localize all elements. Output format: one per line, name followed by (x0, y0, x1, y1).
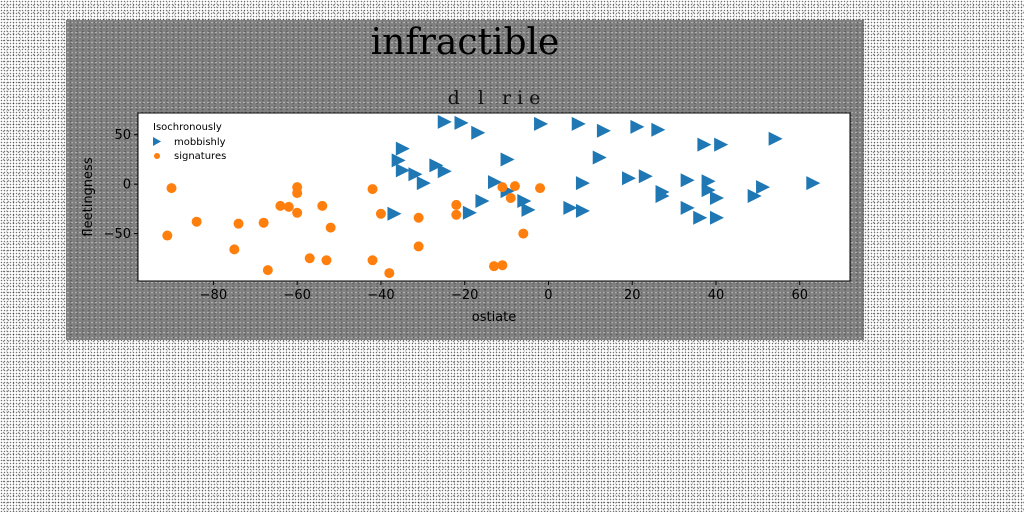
point-mobbishly (680, 173, 695, 188)
point-signatures (384, 268, 395, 279)
x-tick-label: −20 (451, 288, 478, 303)
point-mobbishly (622, 171, 637, 186)
point-mobbishly (395, 141, 410, 156)
x-tick-label: 40 (708, 288, 725, 303)
point-mobbishly (701, 183, 716, 198)
point-mobbishly (756, 180, 771, 195)
point-mobbishly (395, 163, 410, 178)
y-tick-label: −50 (104, 227, 131, 242)
point-signatures (535, 183, 546, 194)
point-mobbishly (475, 193, 490, 208)
point-mobbishly (488, 175, 502, 190)
point-mobbishly (747, 189, 762, 204)
point-mobbishly (701, 174, 716, 189)
point-mobbishly (429, 158, 444, 173)
x-tick-label: −40 (367, 288, 394, 303)
data-points (162, 114, 821, 279)
point-signatures (518, 228, 529, 239)
point-mobbishly (437, 164, 452, 179)
point-signatures (413, 212, 424, 223)
legend: Isochronously mobbishly signatures (153, 122, 226, 162)
point-signatures (413, 241, 424, 252)
point-mobbishly (693, 210, 708, 225)
point-signatures (367, 184, 378, 195)
point-mobbishly (575, 203, 590, 218)
point-mobbishly (768, 131, 783, 146)
point-mobbishly (521, 202, 536, 217)
point-mobbishly (500, 152, 515, 167)
x-tick-label: 20 (624, 288, 641, 303)
point-signatures (262, 265, 273, 276)
point-signatures (292, 207, 303, 218)
scatter-chart: infractible d l rie −80 −60 −40 −20 0 20 40 60 … (81, 22, 851, 325)
point-signatures (283, 201, 294, 212)
point-signatures (321, 255, 332, 266)
point-mobbishly (680, 200, 695, 215)
point-mobbishly (651, 122, 666, 137)
point-signatures (325, 222, 336, 233)
y-axis-label: fleetingness (81, 157, 96, 236)
point-signatures (367, 255, 378, 266)
point-signatures (304, 253, 315, 264)
y-tick-label: 0 (123, 178, 131, 193)
point-mobbishly (575, 176, 590, 191)
point-signatures (509, 181, 520, 192)
point-mobbishly (709, 210, 724, 225)
point-signatures (191, 216, 202, 227)
point-signatures (229, 244, 240, 255)
point-signatures (451, 199, 462, 210)
legend-label-mobbishly: mobbishly (174, 137, 226, 148)
point-mobbishly (638, 169, 653, 184)
legend-label-signatures: signatures (174, 151, 226, 162)
point-mobbishly (563, 200, 578, 215)
point-mobbishly (534, 116, 549, 131)
point-mobbishly (697, 137, 712, 152)
point-mobbishly (416, 176, 431, 191)
chart-figure: infractible d l rie −80 −60 −40 −20 0 20 40 60 … (66, 20, 864, 340)
y-tick-label: 50 (114, 128, 131, 143)
plot-area (137, 112, 851, 282)
point-signatures (275, 200, 286, 211)
point-signatures (292, 182, 303, 193)
point-mobbishly (437, 114, 452, 129)
point-signatures (505, 192, 516, 203)
x-tick-label: −80 (200, 288, 227, 303)
point-signatures (497, 260, 508, 271)
chart-subtitle: d l rie (448, 87, 547, 109)
point-mobbishly (387, 206, 402, 221)
point-signatures (497, 182, 508, 193)
point-signatures (317, 200, 328, 211)
point-mobbishly (471, 125, 486, 140)
point-mobbishly (408, 167, 423, 182)
point-signatures (233, 218, 244, 229)
point-signatures (258, 217, 269, 228)
point-mobbishly (806, 176, 821, 191)
point-mobbishly (630, 119, 645, 134)
point-signatures (451, 209, 462, 220)
point-signatures (166, 183, 177, 194)
x-tick-label: 60 (791, 288, 808, 303)
x-tick-label: 0 (544, 288, 552, 303)
point-mobbishly (517, 193, 532, 208)
legend-marker-signatures (154, 153, 160, 159)
x-axis-label: ostiate (472, 310, 517, 325)
point-mobbishly (709, 190, 724, 205)
point-mobbishly (462, 205, 477, 220)
legend-marker-mobbishly (153, 137, 161, 146)
legend-title: Isochronously (153, 122, 222, 133)
point-mobbishly (592, 150, 607, 165)
point-mobbishly (714, 137, 729, 152)
point-mobbishly (391, 153, 406, 168)
y-axis: 50 0 −50 (104, 128, 138, 242)
point-signatures (162, 230, 173, 241)
point-mobbishly (571, 116, 586, 131)
point-signatures (375, 208, 386, 219)
chart-title: infractible (371, 22, 560, 63)
x-axis: −80 −60 −40 −20 0 20 40 60 (200, 281, 808, 303)
point-signatures (489, 261, 499, 272)
point-mobbishly (596, 123, 611, 138)
point-mobbishly (454, 115, 469, 130)
x-tick-label: −60 (283, 288, 310, 303)
point-mobbishly (655, 189, 670, 204)
